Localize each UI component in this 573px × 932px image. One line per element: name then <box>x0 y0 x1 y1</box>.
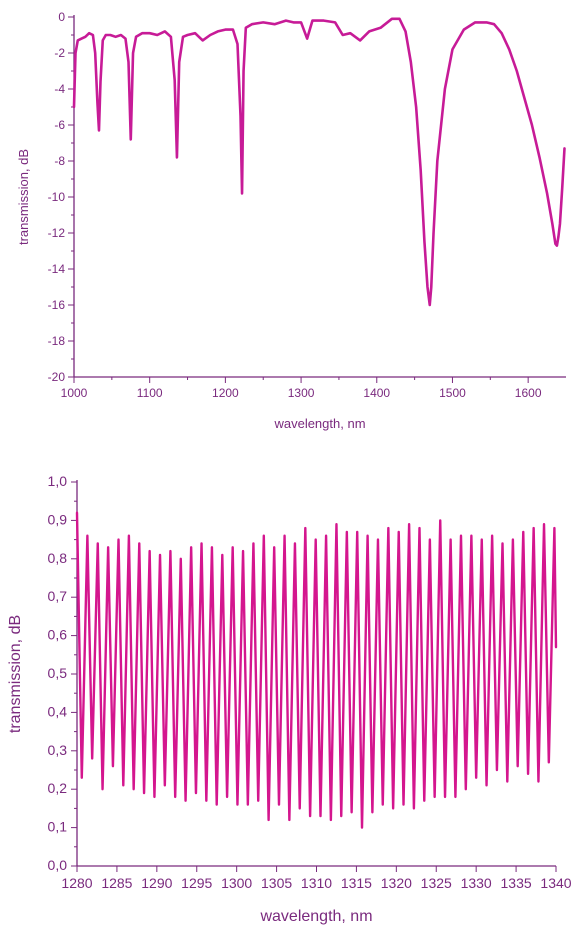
x-tick-label: 1600 <box>515 386 542 400</box>
y-axis-label: transmission, dB <box>7 615 24 733</box>
x-tick-label: 1295 <box>181 875 212 891</box>
x-tick-label: 1300 <box>288 386 315 400</box>
y-tick-label: 0 <box>58 10 65 24</box>
x-tick-label: 1500 <box>439 386 466 400</box>
chart-bottom: 1280 1285 1290 1295 1300 1305 1310 1315 1320 1325… <box>7 473 572 925</box>
x-tick-label: 1100 <box>137 386 163 400</box>
x-tick-label: 1340 <box>540 875 571 891</box>
y-tick-label: 0,7 <box>48 588 68 604</box>
y-tick-label: -18 <box>48 334 66 348</box>
y-tick-label: -6 <box>54 118 65 132</box>
y-tick-label: 0,4 <box>48 703 68 719</box>
y-tick-label: -4 <box>54 82 65 96</box>
y-tick-label: 1,0 <box>48 473 68 489</box>
x-tick-label: 1320 <box>381 875 412 891</box>
y-tick-label: 0,8 <box>48 550 68 566</box>
x-tick-label: 1315 <box>341 875 372 891</box>
y-tick-label: 0,9 <box>48 511 68 527</box>
y-tick-label: -2 <box>54 46 65 60</box>
x-tick-label: 1335 <box>501 875 532 891</box>
x-tick-label: 1290 <box>141 875 172 891</box>
y-tick-label: -14 <box>48 262 66 276</box>
x-tick-label: 1310 <box>301 875 332 891</box>
series-line <box>72 17 566 307</box>
y-tick-label: -8 <box>54 154 65 168</box>
y-tick-label: -20 <box>48 370 66 384</box>
series-line <box>75 511 558 829</box>
x-tick-label: 1400 <box>363 386 390 400</box>
x-tick-label: 1280 <box>61 875 92 891</box>
y-tick-label: 0,0 <box>48 857 68 873</box>
y-tick-label: 0,5 <box>48 665 68 681</box>
x-tick-label: 1300 <box>221 875 252 891</box>
y-tick-label: 0,3 <box>48 742 68 758</box>
y-axis-label: transmission, dB <box>16 149 31 245</box>
y-tick-label: -12 <box>48 226 66 240</box>
x-tick-label: 1285 <box>101 875 132 891</box>
x-tick-label: 1325 <box>421 875 452 891</box>
y-tick-label: -16 <box>48 298 66 312</box>
x-tick-label: 1305 <box>261 875 292 891</box>
y-tick-label: 0,1 <box>48 819 68 835</box>
y-tick-label: -10 <box>48 190 66 204</box>
x-axis-label: wavelength, nm <box>273 416 365 431</box>
chart-top: 1000 1100 1200 1300 1400 1500 1600 0 -2 -4 -6 -8 -10… <box>16 10 566 431</box>
y-tick-label: 0,2 <box>48 780 68 796</box>
y-tick-label: 0,6 <box>48 627 68 643</box>
x-tick-label: 1000 <box>61 386 88 400</box>
x-tick-label: 1200 <box>212 386 239 400</box>
x-tick-label: 1330 <box>461 875 492 891</box>
x-axis-label: wavelength, nm <box>259 908 372 925</box>
